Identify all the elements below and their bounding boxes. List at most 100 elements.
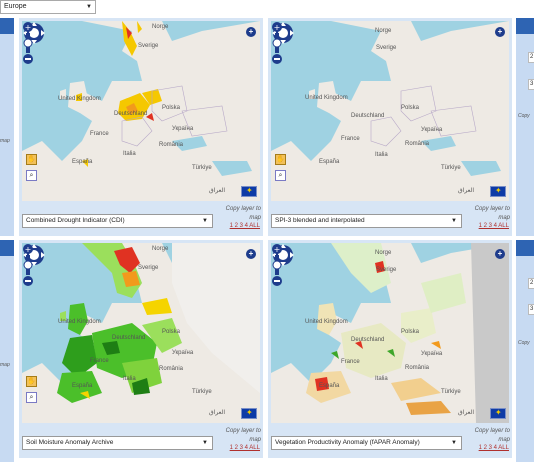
label-deutschland: Deutschland	[351, 337, 385, 343]
hand-tool-icon[interactable]: ✋	[26, 376, 37, 387]
svg-text:+: +	[25, 245, 32, 254]
map-panel-soil-moisture: Norge Sverige United Kingdom Deutschland…	[19, 240, 263, 458]
label-espana: España	[319, 383, 340, 389]
label-ukraina: Україна	[172, 126, 194, 132]
zoom-control[interactable]: +	[271, 21, 283, 65]
copy-layer-label: Copy layer to map	[225, 206, 261, 221]
label-turkiye: Türkiye	[192, 389, 212, 395]
map-base	[271, 21, 509, 201]
label-uk: United Kingdom	[305, 95, 348, 101]
label-ukraina: Україна	[421, 127, 443, 133]
label-turkiye: Türkiye	[441, 389, 461, 395]
layer-select[interactable]: Combined Drought Indicator (CDI) ▼	[22, 214, 213, 228]
eu-flag-icon	[490, 408, 506, 419]
label-deutschland: Deutschland	[351, 113, 385, 119]
zoom-search-icon[interactable]: ⌕	[26, 392, 37, 403]
label-deutschland: Deutschland	[112, 335, 146, 341]
right-strip-text: Copy	[518, 340, 530, 346]
right-strip-header	[516, 18, 534, 34]
label-sverige: Sverige	[376, 45, 397, 51]
add-layer-icon[interactable]: +	[495, 249, 505, 259]
right-strip-bottom: 2 3 Copy	[516, 240, 534, 462]
copy-to-map-links[interactable]: 1 2 3 4 ALL	[229, 445, 260, 451]
map-panel-spi3: Norge Sverige United Kingdom Deutschland…	[268, 18, 512, 236]
label-france: France	[341, 359, 360, 365]
label-iraq: العراق	[458, 410, 475, 416]
region-select[interactable]: Europe ▼	[0, 0, 96, 14]
add-layer-icon[interactable]: +	[495, 27, 505, 37]
copy-to-map-links[interactable]: 1 2 3 4 ALL	[478, 223, 509, 229]
chevron-down-icon: ▼	[202, 440, 208, 446]
eu-flag-icon	[241, 186, 257, 197]
zoom-control[interactable]: +	[22, 243, 34, 287]
chevron-down-icon: ▼	[451, 218, 457, 224]
hand-tool-icon[interactable]: ✋	[275, 154, 286, 165]
svg-text:+: +	[274, 23, 281, 32]
right-strip-box[interactable]: 3	[528, 304, 534, 315]
label-romania: România	[405, 365, 430, 371]
map-base	[22, 243, 260, 423]
left-strip-header	[0, 18, 14, 34]
right-strip-top: 2 3 Copy	[516, 18, 534, 236]
copy-to-map-links[interactable]: 1 2 3 4 ALL	[478, 445, 509, 451]
label-polska: Polska	[401, 105, 420, 111]
add-layer-icon[interactable]: +	[246, 27, 256, 37]
layer-select[interactable]: SPI-3 blended and interpolated ▼	[271, 214, 462, 228]
map-view[interactable]: Norge Sverige United Kingdom Deutschland…	[22, 243, 260, 423]
label-iraq: العراق	[458, 188, 475, 194]
layer-select-value: Soil Moisture Anomaly Archive	[26, 439, 114, 446]
label-norge: Norge	[152, 246, 169, 252]
map-view[interactable]: Norge Sverige United Kingdom Deutschland…	[271, 243, 509, 423]
layer-select-value: Vegetation Productivity Anomaly (fAPAR A…	[275, 439, 420, 446]
label-italia: Italia	[375, 376, 388, 382]
left-strip-text: map	[0, 138, 10, 144]
label-ukraina: Україна	[172, 350, 194, 356]
label-norge: Norge	[152, 24, 169, 30]
label-polska: Polska	[401, 329, 420, 335]
label-romania: România	[405, 141, 430, 147]
label-france: France	[90, 358, 109, 364]
label-turkiye: Türkiye	[441, 165, 461, 171]
label-uk: United Kingdom	[305, 319, 348, 325]
label-sverige: Sverige	[138, 265, 159, 271]
copy-layer-label: Copy layer to map	[474, 428, 510, 443]
map-view[interactable]: Norge Sverige United Kingdom Deutschland…	[271, 21, 509, 201]
right-strip-header	[516, 240, 534, 256]
map-base	[22, 21, 260, 201]
eu-flag-icon	[241, 408, 257, 419]
right-strip-box[interactable]: 2	[528, 278, 534, 289]
copy-to-map-links[interactable]: 1 2 3 4 ALL	[229, 223, 260, 229]
label-uk: United Kingdom	[58, 96, 101, 102]
svg-text:+: +	[274, 245, 281, 254]
layer-select-value: SPI-3 blended and interpolated	[275, 217, 365, 224]
right-strip-box[interactable]: 3	[528, 79, 534, 90]
eu-flag-icon	[490, 186, 506, 197]
label-sverige: Sverige	[376, 267, 397, 273]
map-base	[271, 243, 509, 423]
chevron-down-icon: ▼	[86, 4, 92, 10]
label-italia: Italia	[375, 152, 388, 158]
map-panel-cdi: Norge Sverige United Kingdom Deutschland…	[19, 18, 263, 236]
label-espana: España	[72, 383, 93, 389]
left-strip-top: map	[0, 18, 14, 236]
add-layer-icon[interactable]: +	[246, 249, 256, 259]
label-ukraina: Україна	[421, 351, 443, 357]
layer-select[interactable]: Soil Moisture Anomaly Archive ▼	[22, 436, 213, 450]
hand-tool-icon[interactable]: ✋	[26, 154, 37, 165]
layer-select[interactable]: Vegetation Productivity Anomaly (fAPAR A…	[271, 436, 462, 450]
zoom-control[interactable]: +	[271, 243, 283, 287]
label-sverige: Sverige	[138, 43, 159, 49]
right-strip-box[interactable]: 2	[528, 52, 534, 63]
map-panel-fapar: Norge Sverige United Kingdom Deutschland…	[268, 240, 512, 458]
chevron-down-icon: ▼	[451, 440, 457, 446]
zoom-control[interactable]: +	[22, 21, 34, 65]
left-strip-text: map	[0, 362, 10, 368]
label-italia: Italia	[123, 151, 136, 157]
map-view[interactable]: Norge Sverige United Kingdom Deutschland…	[22, 21, 260, 201]
zoom-search-icon[interactable]: ⌕	[26, 170, 37, 181]
label-norge: Norge	[375, 250, 392, 256]
zoom-search-icon[interactable]: ⌕	[275, 170, 286, 181]
chevron-down-icon: ▼	[202, 218, 208, 224]
label-iraq: العراق	[209, 188, 226, 194]
